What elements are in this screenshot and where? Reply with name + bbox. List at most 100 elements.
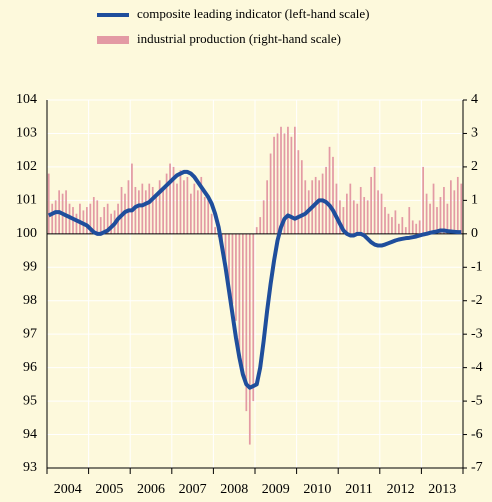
bar xyxy=(96,200,99,234)
x-tick-label: 2008 xyxy=(220,482,248,497)
y-tick-label: 102 xyxy=(16,159,37,174)
bar xyxy=(332,156,334,234)
bar xyxy=(384,207,386,234)
bar xyxy=(283,133,286,234)
y-tick-label: 104 xyxy=(16,92,37,107)
bar xyxy=(352,200,355,234)
x-tick-label: 2005 xyxy=(95,482,123,497)
bar xyxy=(363,197,366,234)
bar xyxy=(422,166,424,234)
y2-tick-label: -4 xyxy=(471,360,483,375)
bar xyxy=(366,200,369,234)
bar xyxy=(453,190,456,234)
bar xyxy=(342,207,345,234)
bar xyxy=(391,217,393,234)
x-tick-label: 2004 xyxy=(54,482,82,497)
bar xyxy=(200,176,203,234)
y2-tick-label: 2 xyxy=(471,159,478,174)
bar xyxy=(144,190,147,234)
y-tick-label: 93 xyxy=(23,460,37,475)
y-tick-label: 101 xyxy=(16,193,37,208)
bar xyxy=(169,163,171,234)
y2-tick-label: -3 xyxy=(471,326,483,341)
bar xyxy=(269,153,272,234)
bar xyxy=(148,183,151,234)
bar xyxy=(404,227,407,234)
bar xyxy=(207,200,210,234)
y2-tick-label: -6 xyxy=(471,427,483,442)
y2-tick-label: -1 xyxy=(471,259,483,274)
bar xyxy=(262,200,265,234)
bar xyxy=(231,233,234,305)
bar xyxy=(321,173,324,234)
x-tick-label: 2012 xyxy=(387,482,415,497)
y2-tick-label: 4 xyxy=(471,92,478,107)
bar xyxy=(162,190,164,234)
bar xyxy=(172,166,175,234)
bar xyxy=(380,193,383,234)
bar xyxy=(248,233,251,445)
bar xyxy=(359,186,362,234)
bar xyxy=(339,200,341,234)
x-tick-label: 2013 xyxy=(428,482,456,497)
bar xyxy=(186,176,189,234)
bar xyxy=(439,197,442,234)
bar xyxy=(401,217,404,234)
bar xyxy=(210,213,213,234)
y-tick-label: 103 xyxy=(16,126,37,141)
bar xyxy=(103,207,106,234)
bar xyxy=(418,220,421,234)
y-tick-label: 98 xyxy=(23,293,37,308)
bar xyxy=(318,180,320,234)
bar xyxy=(266,180,268,234)
bar xyxy=(450,180,452,234)
bar xyxy=(165,173,168,234)
bar xyxy=(276,133,279,234)
y2-tick-label: 0 xyxy=(471,226,478,241)
x-tick-label: 2011 xyxy=(345,482,372,497)
bar xyxy=(75,213,78,234)
bar xyxy=(255,227,258,234)
bar xyxy=(89,203,92,234)
bar xyxy=(65,190,67,234)
y2-tick-label: 3 xyxy=(471,126,478,141)
bar xyxy=(176,183,178,234)
legend-swatch-bar xyxy=(97,36,129,44)
bar xyxy=(155,197,158,234)
bar xyxy=(346,193,348,234)
bar xyxy=(51,203,54,234)
y-tick-label: 94 xyxy=(23,427,37,442)
bar xyxy=(300,160,303,234)
y2-tick-label: 1 xyxy=(471,193,478,208)
bar xyxy=(158,180,161,234)
x-tick-label: 2006 xyxy=(137,482,165,497)
bar xyxy=(214,227,216,234)
bar xyxy=(190,193,192,234)
x-tick-label: 2009 xyxy=(262,482,290,497)
y-tick-label: 96 xyxy=(23,360,37,375)
bar xyxy=(54,200,57,234)
bar xyxy=(86,207,88,234)
bar xyxy=(79,203,81,234)
bar xyxy=(183,180,185,234)
bar xyxy=(287,126,289,234)
legend-label: industrial production (right-hand scale) xyxy=(137,31,341,46)
y2-tick-label: -7 xyxy=(471,460,483,475)
bar xyxy=(415,223,418,234)
bar xyxy=(408,207,411,234)
bar xyxy=(377,190,379,234)
bar xyxy=(134,186,137,234)
bar xyxy=(138,190,140,234)
bar xyxy=(370,176,372,234)
y2-tick-label: -5 xyxy=(471,393,483,408)
bar xyxy=(193,183,196,234)
bar xyxy=(425,193,428,234)
bar xyxy=(235,233,237,321)
bar xyxy=(294,126,296,234)
x-tick-label: 2007 xyxy=(179,482,207,497)
y-tick-label: 99 xyxy=(23,259,37,274)
bar xyxy=(106,203,109,234)
bar xyxy=(280,126,282,234)
bar xyxy=(242,233,244,371)
